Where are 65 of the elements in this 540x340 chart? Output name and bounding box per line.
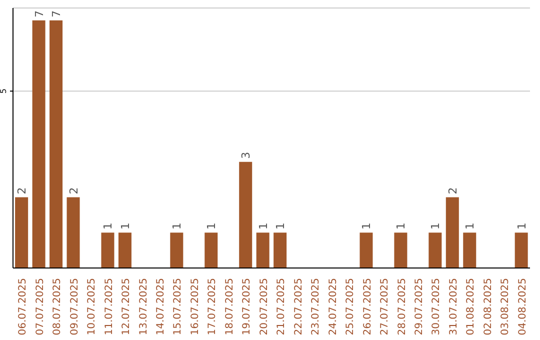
bar: [514, 232, 528, 268]
x-tick-label: 27.07.2025: [380, 278, 391, 336]
x-tick-label: 24.07.2025: [328, 278, 339, 336]
x-tick-label: 20.07.2025: [258, 278, 270, 336]
x-tick-label: 22.07.2025: [293, 278, 304, 336]
x-tick-label: 26.07.2025: [362, 278, 374, 336]
x-tick-label: 21.07.2025: [276, 278, 288, 336]
bar: [274, 232, 287, 268]
bar: [15, 197, 28, 268]
bar: [118, 232, 132, 268]
x-tick-label: 01.08.2025: [466, 278, 477, 336]
bar: [50, 20, 63, 268]
data-label: 1: [515, 222, 528, 230]
x-tick-label: 03.08.2025: [500, 278, 512, 336]
data-label: 1: [256, 222, 270, 230]
x-tick-label: 14.07.2025: [155, 278, 166, 336]
data-label: 1: [170, 222, 184, 230]
x-tick-label: 12.07.2025: [121, 278, 132, 336]
data-label: 2: [446, 187, 460, 194]
data-label: 1: [429, 222, 442, 230]
data-label: 1: [360, 222, 374, 230]
data-label: 1: [205, 222, 218, 230]
data-label: 2: [16, 187, 29, 194]
bar: [101, 232, 114, 268]
data-label: 3: [240, 152, 253, 159]
x-tick-label: 13.07.2025: [138, 278, 150, 336]
x-tick-label: 09.07.2025: [69, 278, 80, 336]
x-tick-label: 11.07.2025: [104, 278, 115, 336]
bar: [446, 197, 459, 268]
data-label: 1: [118, 222, 132, 230]
x-tick-label: 04.08.2025: [517, 278, 528, 336]
data-label: 2: [67, 187, 80, 194]
bar: [428, 232, 442, 268]
data-label: 1: [102, 222, 115, 230]
bar: [170, 232, 184, 268]
x-tick-label: 28.07.2025: [396, 278, 408, 336]
x-tick-label: 08.07.2025: [52, 278, 64, 336]
x-tick-label: 02.08.2025: [482, 278, 494, 336]
x-tick-label: 18.07.2025: [224, 278, 236, 336]
data-label: 1: [274, 222, 288, 230]
x-tick-label: 19.07.2025: [242, 278, 253, 336]
data-label: 1: [394, 222, 408, 230]
bar: [66, 197, 80, 268]
x-tick-label: 29.07.2025: [414, 278, 425, 336]
y-tick-label: 5: [0, 88, 8, 94]
data-label: 7: [32, 10, 46, 18]
bar: [204, 232, 218, 268]
data-label: 1: [464, 222, 477, 230]
x-tick-label: 06.07.2025: [18, 278, 29, 336]
x-tick-label: 16.07.2025: [190, 278, 201, 336]
x-tick-label: 07.07.2025: [34, 278, 46, 336]
bar: [394, 232, 408, 268]
x-tick-label: 17.07.2025: [207, 278, 218, 336]
x-tick-label: 23.07.2025: [310, 278, 322, 336]
x-tick-label: 30.07.2025: [431, 278, 442, 336]
x-tick-label: 31.07.2025: [448, 278, 460, 336]
data-label: 7: [50, 10, 64, 18]
bar: [256, 232, 270, 268]
x-tick-label: 10.07.2025: [86, 278, 98, 336]
bar: [239, 162, 252, 268]
bar: [32, 20, 46, 268]
x-tick-label: 15.07.2025: [172, 278, 184, 336]
x-tick-label: 25.07.2025: [345, 278, 356, 336]
bar: [463, 232, 476, 268]
bar: [360, 232, 373, 268]
